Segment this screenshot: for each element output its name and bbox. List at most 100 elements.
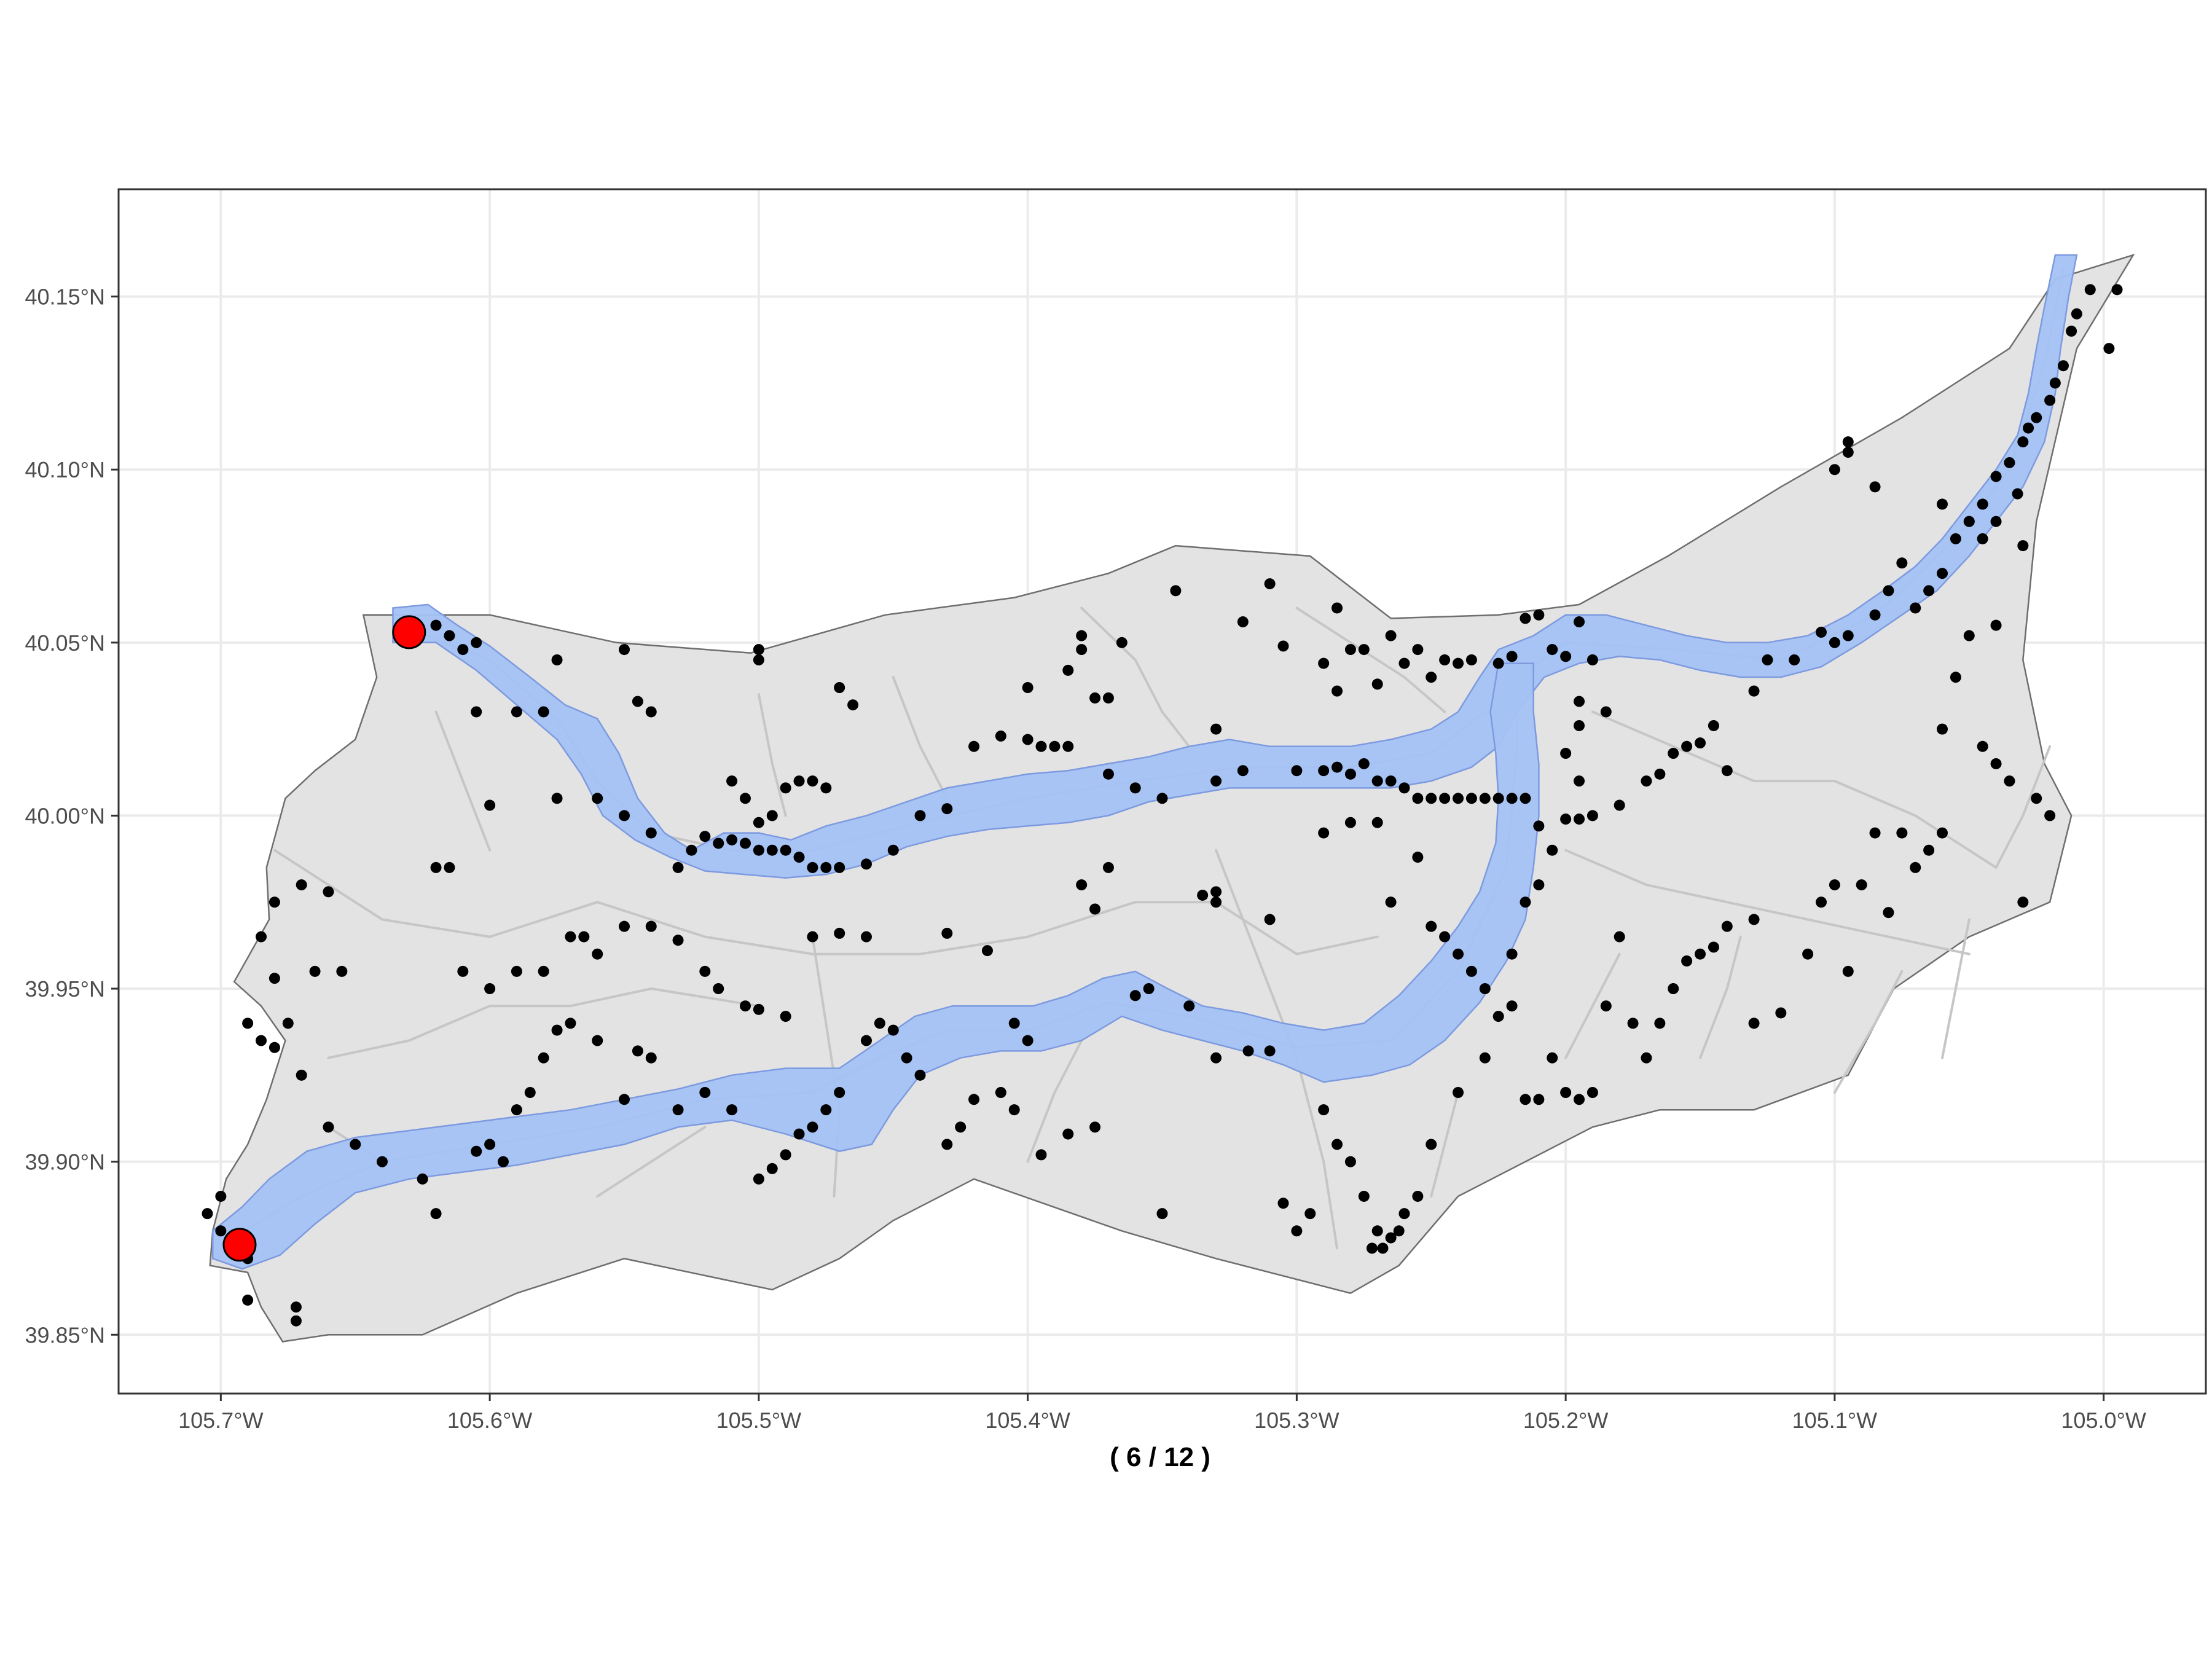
sample-point xyxy=(1977,740,1988,752)
sample-point xyxy=(1237,765,1249,777)
sample-point xyxy=(444,630,455,641)
sample-point xyxy=(1506,948,1518,960)
sample-point xyxy=(618,920,630,932)
sample-point xyxy=(1802,948,1814,960)
sample-point xyxy=(1398,657,1410,669)
sample-point xyxy=(1586,810,1598,822)
sample-point xyxy=(1398,782,1410,794)
sample-point xyxy=(632,696,643,707)
sample-point xyxy=(1910,602,1921,614)
sample-point xyxy=(753,817,764,828)
y-tick-label: 39.95°N xyxy=(25,976,105,1002)
y-tick-label: 39.90°N xyxy=(25,1150,105,1175)
endpoint-marker xyxy=(222,1228,257,1262)
sample-point xyxy=(2044,810,2056,822)
sample-point xyxy=(793,852,805,863)
sample-point xyxy=(215,1190,227,1202)
sample-point xyxy=(1022,682,1033,694)
x-axis: 105.7°W 105.6°W 105.5°W 105.4°W 105.3°W 105.2… xyxy=(178,1394,2146,1433)
sample-point xyxy=(753,654,764,665)
sample-point xyxy=(1668,748,1679,759)
sample-point xyxy=(1242,1045,1254,1057)
sample-point xyxy=(551,793,563,804)
sample-point xyxy=(256,1035,267,1046)
sample-point xyxy=(2004,457,2015,468)
sample-point xyxy=(766,844,778,856)
sample-point xyxy=(753,1003,764,1015)
sample-point xyxy=(874,1018,885,1029)
sample-point xyxy=(202,1208,213,1220)
x-tick-label: 105.6°W xyxy=(447,1408,532,1433)
sample-point xyxy=(565,931,576,943)
sample-point xyxy=(2071,308,2082,320)
sample-point xyxy=(1681,955,1693,967)
sample-point xyxy=(1264,914,1276,925)
sample-point xyxy=(1574,775,1585,787)
sample-point xyxy=(1775,1007,1787,1019)
sample-point xyxy=(739,793,751,804)
sample-point xyxy=(860,931,872,943)
stream-line xyxy=(273,849,1379,955)
stream-line xyxy=(1941,918,1971,1059)
sample-point xyxy=(1210,723,1222,735)
sample-point xyxy=(1560,814,1572,825)
sample-point xyxy=(1574,814,1585,825)
stream-line xyxy=(1080,606,1191,748)
sample-point xyxy=(350,1139,361,1150)
sample-point xyxy=(618,644,630,656)
sample-point xyxy=(457,644,469,656)
sample-point xyxy=(1035,740,1047,752)
sample-point xyxy=(1748,685,1760,697)
sample-point xyxy=(1869,609,1881,621)
sample-point xyxy=(941,927,953,939)
sample-point xyxy=(1614,931,1625,943)
sample-point xyxy=(1574,696,1585,707)
sample-point xyxy=(1426,920,1437,932)
sample-point xyxy=(282,1018,294,1029)
sample-point xyxy=(645,827,657,839)
sample-point xyxy=(336,965,348,977)
sample-point xyxy=(618,810,630,822)
sample-point xyxy=(1520,1094,1531,1105)
sample-point xyxy=(1789,654,1800,665)
sample-point xyxy=(1385,1232,1397,1244)
sample-point xyxy=(1385,630,1397,641)
sample-point xyxy=(1022,734,1033,745)
sample-point xyxy=(269,973,280,984)
sample-point xyxy=(309,965,321,977)
sample-point xyxy=(1291,1225,1303,1237)
sample-point xyxy=(887,1024,899,1036)
sample-point xyxy=(1465,965,1477,977)
sample-point xyxy=(1492,793,1504,804)
sample-point xyxy=(1506,1000,1518,1012)
page-caption: ( 6 / 12 ) xyxy=(1110,1442,1210,1472)
sample-point xyxy=(578,931,590,943)
sample-point xyxy=(524,1087,536,1098)
sample-point xyxy=(901,1052,912,1064)
sample-point xyxy=(2004,775,2015,787)
sample-point xyxy=(1453,1087,1464,1098)
sample-point xyxy=(511,706,522,718)
sample-point xyxy=(1936,723,1948,735)
sample-point xyxy=(807,931,818,943)
sample-point xyxy=(1022,1035,1033,1046)
x-tick-label: 105.2°W xyxy=(1523,1408,1608,1433)
sample-point xyxy=(1412,1190,1424,1202)
sample-point xyxy=(1318,1104,1330,1116)
sample-point xyxy=(1210,775,1222,787)
y-tick-label: 39.85°N xyxy=(25,1322,105,1347)
sample-point xyxy=(1479,793,1491,804)
sample-point xyxy=(538,965,549,977)
sample-point xyxy=(1332,761,1343,773)
sample-point xyxy=(1641,1052,1652,1064)
stream-line xyxy=(811,935,841,1198)
sample-point xyxy=(1869,827,1881,839)
sample-point xyxy=(1492,657,1504,669)
sample-point xyxy=(1332,685,1343,697)
sample-point xyxy=(1439,931,1451,943)
sample-point xyxy=(1344,768,1356,780)
sample-point xyxy=(1950,533,1961,544)
sample-point xyxy=(430,1208,442,1220)
sample-point xyxy=(981,945,993,957)
